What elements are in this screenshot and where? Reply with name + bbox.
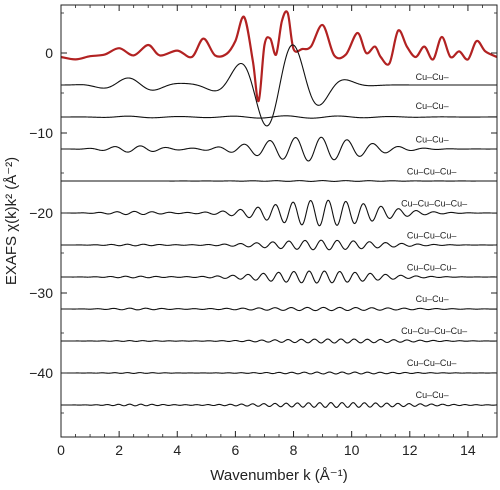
x-tick-label: 2 bbox=[115, 442, 123, 458]
path-label: Cu–Cu–Cu– bbox=[407, 167, 457, 177]
series-line-8 bbox=[61, 306, 498, 312]
x-axis-title: Wavenumber k (Å⁻¹) bbox=[210, 467, 347, 484]
series-line-2 bbox=[61, 115, 497, 119]
path-labels: Cu–Cu–Cu–Cu–Cu–Cu–Cu–Cu–Cu–Cu–Cu–Cu–Cu–C… bbox=[401, 72, 467, 400]
chart-curves bbox=[60, 10, 498, 408]
path-label: Cu–Cu–Cu– bbox=[407, 358, 457, 368]
y-tick-label: −20 bbox=[29, 205, 53, 221]
x-tick-label: 6 bbox=[232, 442, 240, 458]
path-label: Cu–Cu– bbox=[416, 72, 449, 82]
series-line-5 bbox=[61, 199, 497, 227]
path-label: Cu–Cu– bbox=[416, 101, 449, 111]
x-tick-label: 12 bbox=[402, 442, 418, 458]
series-line-3 bbox=[61, 136, 497, 162]
path-label: Cu–Cu– bbox=[416, 390, 449, 400]
y-tick-label: −40 bbox=[29, 365, 53, 381]
path-label: Cu–Cu–Cu– bbox=[407, 231, 457, 241]
x-tick-label: 4 bbox=[173, 442, 181, 458]
x-tick-label: 10 bbox=[344, 442, 360, 458]
path-label: Cu–Cu– bbox=[416, 294, 449, 304]
series-line-4 bbox=[61, 180, 497, 182]
path-label: Cu–Cu– bbox=[416, 135, 449, 145]
x-tick-label: 8 bbox=[290, 442, 298, 458]
path-label: Cu–Cu–Cu–Cu– bbox=[401, 326, 467, 336]
series-line-9 bbox=[61, 338, 498, 344]
x-tick-label: 0 bbox=[57, 442, 65, 458]
y-tick-label: 0 bbox=[45, 45, 53, 61]
axis-tick-labels: 0 2 4 6 8 10 12 14 0 −10 −20 −30 −40 bbox=[29, 45, 476, 458]
y-axis-title: EXAFS χ(k)k² (Å⁻²) bbox=[3, 157, 20, 285]
y-tick-label: −10 bbox=[29, 125, 53, 141]
path-label: Cu–Cu–Cu–Cu– bbox=[401, 199, 467, 209]
series-line-1 bbox=[61, 44, 497, 127]
series-line-10 bbox=[61, 371, 498, 375]
path-label: Cu–Cu–Cu– bbox=[407, 263, 457, 273]
axis-ticks bbox=[60, 5, 497, 437]
series-line-6 bbox=[61, 239, 497, 251]
series-line-7 bbox=[61, 270, 497, 284]
series-line-total bbox=[60, 10, 498, 103]
y-tick-label: −30 bbox=[29, 285, 53, 301]
x-tick-label: 14 bbox=[460, 442, 476, 458]
series-line-11 bbox=[61, 402, 498, 408]
